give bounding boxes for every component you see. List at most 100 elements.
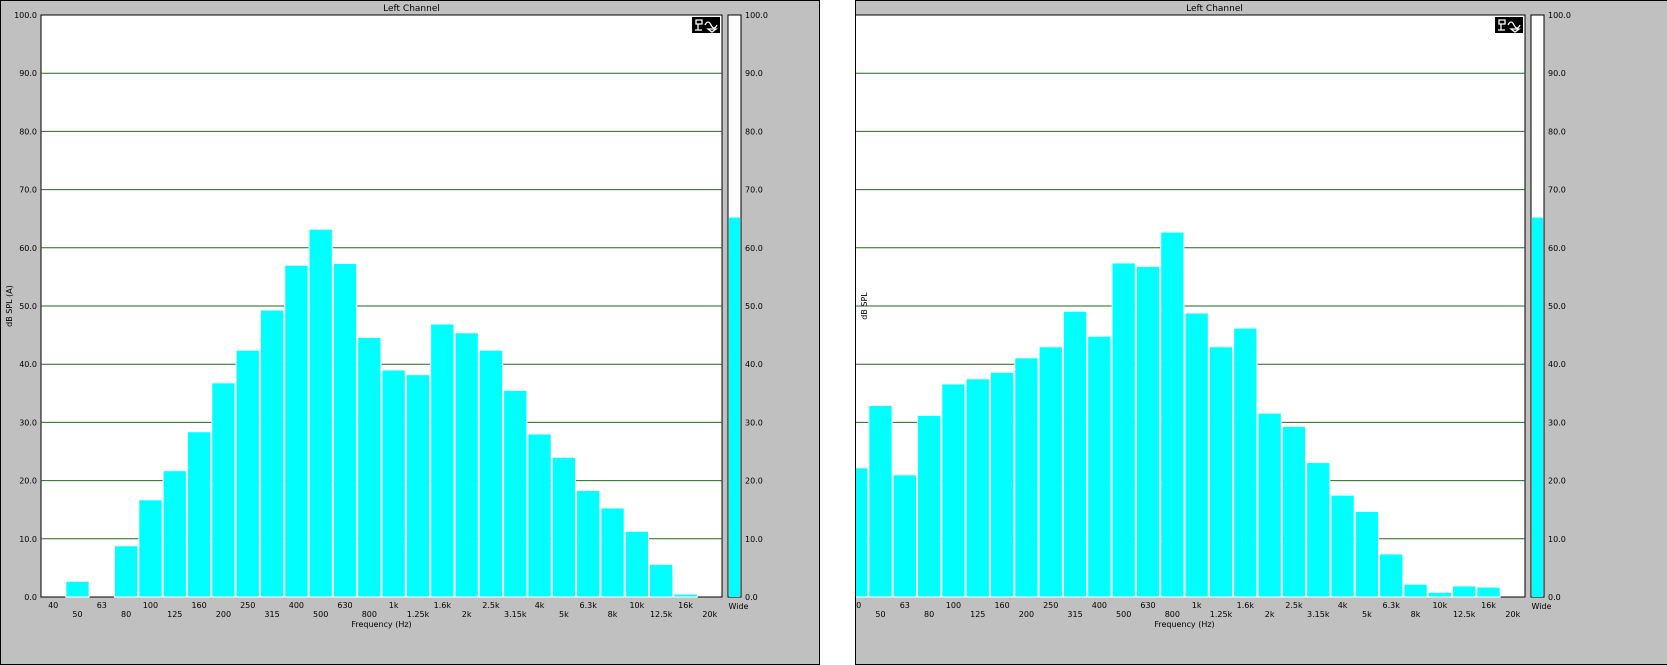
x-tick-label: 315	[1067, 610, 1082, 619]
level-meter-fill	[1532, 217, 1543, 597]
x-axis-label: Frequency (Hz)	[1154, 620, 1214, 629]
meter-tick-label: 90.0	[1548, 69, 1566, 78]
x-tick-label: 2k	[462, 610, 472, 619]
bar-1.25k	[405, 374, 431, 598]
x-tick-label: 250	[240, 601, 255, 610]
meter-tick-label: 50.0	[745, 302, 763, 311]
x-tick-label: 80	[924, 610, 934, 619]
chart-title: Left Channel	[1186, 4, 1243, 14]
bar-400	[1087, 335, 1112, 598]
x-tick-label: 40	[856, 601, 861, 610]
x-tick-label: 630	[337, 601, 352, 610]
x-tick-label: 16k	[1481, 601, 1496, 610]
x-tick-label: 40	[48, 601, 58, 610]
bar-1.25k	[1208, 346, 1234, 598]
meter-tick-label: 60.0	[1548, 244, 1566, 253]
bar-200	[211, 382, 236, 598]
chart-title: Left Channel	[383, 4, 440, 14]
x-tick-label: 250	[1043, 601, 1058, 610]
bar-16k	[1476, 586, 1501, 598]
meter-tick-label: 0.0	[1548, 593, 1561, 602]
x-tick-label: 8k	[608, 610, 618, 619]
bar-63	[892, 474, 917, 598]
bar-8k	[1403, 583, 1428, 598]
level-meter-fill	[729, 217, 740, 597]
left-channel-chart: 0.0 0.0 10.0 10.0 20.0 20.0 30.0 30.0 40.0 40.0 50…	[5, 4, 768, 629]
bar-2.5k	[478, 349, 504, 598]
bar-3.15k	[1306, 462, 1331, 598]
x-tick-label: 800	[362, 610, 377, 619]
bar-40	[856, 467, 869, 598]
bar-2.5k	[1281, 425, 1307, 598]
meter-tick-label: 70.0	[1548, 186, 1566, 195]
microphone-icon	[695, 19, 703, 31]
x-tick-label: 1.6k	[1237, 601, 1255, 610]
x-tick-label: 4k	[535, 601, 545, 610]
bar-125	[162, 470, 187, 598]
bar-6.3k	[576, 489, 601, 598]
x-tick-label: 200	[216, 610, 231, 619]
bar-4k	[1330, 494, 1355, 598]
bar-5k	[1354, 510, 1380, 598]
x-tick-label: 63	[900, 601, 910, 610]
x-tick-label: 5k	[1362, 610, 1372, 619]
bar-800	[1160, 231, 1185, 598]
x-tick-label: 125	[970, 610, 985, 619]
bar-1k	[1184, 312, 1209, 598]
filter-weighting-icon	[692, 17, 720, 33]
x-tick-label: 100	[143, 601, 158, 610]
x-tick-label: 63	[97, 601, 107, 610]
y-tick-label: 10.0	[19, 535, 37, 544]
y-tick-label: 50.0	[19, 302, 37, 311]
bar-1k	[381, 369, 406, 598]
meter-tick-label: 90.0	[745, 69, 763, 78]
bar-630	[1135, 265, 1161, 598]
y-tick-label: 70.0	[19, 186, 37, 195]
x-tick-label: 1.25k	[407, 610, 430, 619]
x-tick-label: 12.5k	[650, 610, 673, 619]
y-tick-label: 40.0	[19, 360, 37, 369]
x-tick-label: 500	[313, 610, 328, 619]
x-tick-label: 3.15k	[504, 610, 527, 619]
bar-630	[332, 263, 358, 598]
x-tick-label: 2k	[1265, 610, 1275, 619]
x-tick-label: 3.15k	[1307, 610, 1330, 619]
bar-1.6k	[430, 323, 455, 598]
y-tick-label: 60.0	[19, 244, 37, 253]
x-tick-label: 12.5k	[1453, 610, 1476, 619]
x-tick-label: 16k	[678, 601, 693, 610]
meter-tick-label: 0.0	[745, 593, 758, 602]
bar-50	[65, 580, 90, 598]
x-tick-label: 50	[875, 610, 885, 619]
bar-500	[1111, 262, 1136, 598]
meter-tick-label: 30.0	[1548, 418, 1566, 427]
bar-10k	[624, 530, 650, 598]
bar-500	[308, 228, 333, 598]
left-channel-chart-panel: 0.0 0.0 10.0 10.0 20.0 20.0 30.0 30.0 40.0 40.0 50…	[0, 0, 820, 665]
meter-tick-label: 70.0	[745, 186, 763, 195]
x-tick-label: 160	[191, 601, 206, 610]
bar-2k	[1257, 412, 1282, 598]
x-tick-label: 10k	[629, 601, 644, 610]
level-meter-label: Wide	[729, 602, 749, 611]
y-axis-label: dB SPL (A)	[5, 285, 14, 327]
x-tick-label: 500	[1116, 610, 1131, 619]
meter-tick-label: 80.0	[745, 127, 763, 136]
bar-8k	[600, 507, 625, 598]
y-tick-label: 30.0	[19, 418, 37, 427]
bar-16k	[673, 593, 698, 598]
meter-tick-label: 80.0	[1548, 127, 1566, 136]
filter-weighting-icon	[1495, 17, 1523, 33]
meter-tick-label: 100.0	[745, 11, 768, 20]
meter-tick-label: 20.0	[745, 477, 763, 486]
x-tick-label: 630	[1140, 601, 1155, 610]
bar-160	[989, 371, 1015, 598]
x-tick-label: 400	[1092, 601, 1107, 610]
y-axis-label: dB SPL	[860, 292, 869, 320]
bar-2k	[454, 332, 479, 598]
bar-1.6k	[1233, 327, 1258, 598]
y-tick-label: 0.0	[24, 593, 37, 602]
bar-400	[284, 264, 309, 598]
bar-80	[113, 545, 139, 598]
bar-100	[138, 499, 163, 598]
